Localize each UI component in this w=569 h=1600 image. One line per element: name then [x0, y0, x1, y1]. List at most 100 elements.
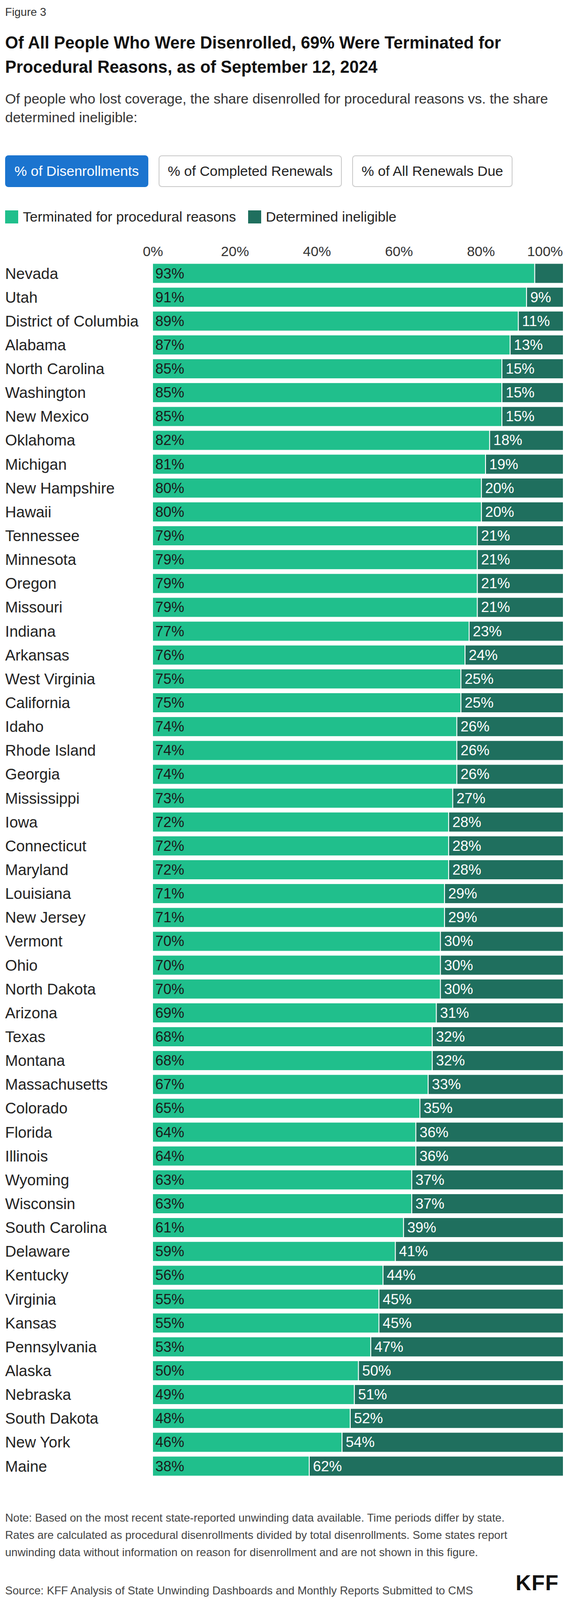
legend-swatch: [248, 210, 262, 224]
title: Of All People Who Were Disenrolled, 69% …: [5, 30, 565, 80]
bar-segment: [152, 382, 502, 403]
bar-segment: [152, 1456, 309, 1476]
tick-label: 100%: [527, 243, 563, 259]
bar-segment: [152, 1241, 396, 1261]
tab-button[interactable]: % of All Renewals Due: [352, 155, 513, 188]
tab-button[interactable]: % of Completed Renewals: [158, 155, 343, 188]
data-label: 26%: [460, 742, 490, 759]
tick-label: 80%: [466, 243, 495, 259]
data-label: 24%: [468, 646, 498, 664]
data-label: 63%: [155, 1171, 185, 1188]
category-label: Nebraska: [5, 1385, 72, 1403]
data-label: 33%: [431, 1075, 461, 1093]
category-label: Vermont: [5, 932, 63, 950]
bar-segment: [152, 359, 502, 379]
tab-bar: % of Disenrollments % of Completed Renewa…: [5, 155, 513, 188]
bar-segment: [152, 1050, 432, 1070]
category-label: Indiana: [5, 622, 56, 640]
bar-segment: [440, 979, 563, 999]
category-label: Alaska: [5, 1361, 52, 1380]
bar-segment: [444, 883, 563, 903]
bar-segment: [449, 836, 563, 856]
legend: Terminated for procedural reasonsDetermi…: [5, 208, 397, 226]
data-label: 87%: [155, 336, 185, 354]
data-label: 75%: [155, 694, 185, 711]
bar-segment: [465, 645, 563, 665]
category-label: Oregon: [5, 574, 57, 592]
category-label: Michigan: [5, 455, 67, 473]
data-label: 9%: [530, 289, 552, 306]
bar-segment: [152, 1337, 371, 1357]
bar-segment: [371, 1337, 563, 1357]
data-label: 67%: [155, 1075, 185, 1093]
data-label: 44%: [386, 1266, 416, 1284]
bar-segment: [481, 502, 563, 522]
subtitle: Of people who lost coverage, the share d…: [5, 89, 565, 127]
bar-segment: [152, 955, 440, 975]
bar-segment: [510, 335, 563, 355]
bar-segment: [412, 1193, 563, 1214]
data-label: 21%: [480, 575, 510, 592]
bar-segment: [152, 526, 477, 546]
category-label: Hawaii: [5, 503, 52, 521]
bar-segment: [350, 1408, 563, 1428]
category-label: Delaware: [5, 1242, 70, 1260]
category-label: New Mexico: [5, 407, 90, 425]
note: Note: Based on the most recent state-rep…: [5, 1508, 512, 1561]
category-label: Missouri: [5, 598, 63, 616]
tick-label: 20%: [221, 243, 250, 259]
category-label: Texas: [5, 1027, 46, 1046]
bar-segment: [152, 669, 461, 689]
category-label: Tennessee: [5, 527, 80, 545]
data-label: 36%: [419, 1147, 449, 1165]
data-label: 55%: [155, 1290, 185, 1308]
bar-segment: [152, 693, 461, 713]
data-label: 76%: [155, 646, 185, 664]
data-label: 23%: [472, 623, 502, 640]
legend-label: Terminated for procedural reasons: [22, 208, 236, 225]
category-label: New Hampshire: [5, 479, 115, 497]
data-label: 47%: [374, 1338, 404, 1355]
bar-segment: [152, 1098, 420, 1118]
bar-segment: [383, 1265, 563, 1285]
bar-segment: [485, 454, 563, 474]
bar-segment: [152, 573, 477, 593]
data-label: 20%: [485, 503, 514, 521]
bar-segment: [440, 955, 563, 975]
category-label: Maryland: [5, 860, 69, 879]
bar-segment: [152, 1193, 412, 1214]
bar-segment: [152, 1384, 354, 1404]
data-label: 70%: [155, 932, 185, 950]
data-label: 39%: [407, 1219, 437, 1236]
source: Source: KFF Analysis of State Unwinding …: [5, 1582, 514, 1599]
data-label: 59%: [155, 1242, 185, 1260]
data-label: 13%: [513, 336, 543, 354]
data-label: 85%: [155, 384, 185, 401]
data-label: 51%: [358, 1386, 388, 1403]
tab-button[interactable]: % of Disenrollments: [5, 155, 149, 188]
data-label: 68%: [155, 1028, 185, 1045]
data-label: 64%: [155, 1147, 185, 1165]
bar-segment: [354, 1384, 563, 1404]
bar-segment: [152, 1003, 437, 1023]
data-label: 53%: [155, 1338, 185, 1355]
data-label: 72%: [155, 837, 185, 854]
data-label: 80%: [155, 503, 185, 521]
bar-segment: [152, 907, 445, 927]
bar-segment: [152, 836, 449, 856]
bar-segment: [453, 788, 563, 808]
bar-segment: [152, 1432, 342, 1452]
data-label: 28%: [452, 837, 482, 854]
category-label: North Carolina: [5, 360, 105, 378]
bar-segment: [152, 1408, 350, 1428]
bar-segment: [420, 1098, 563, 1118]
data-label: 62%: [312, 1457, 342, 1475]
data-label: 15%: [505, 384, 535, 401]
data-label: 52%: [353, 1409, 383, 1427]
data-label: 71%: [155, 885, 185, 902]
data-label: 56%: [155, 1266, 185, 1284]
bar-segment: [152, 287, 527, 307]
data-label: 50%: [155, 1362, 185, 1379]
figure-label: Figure 3: [5, 4, 47, 20]
bar-segment: [457, 764, 563, 784]
